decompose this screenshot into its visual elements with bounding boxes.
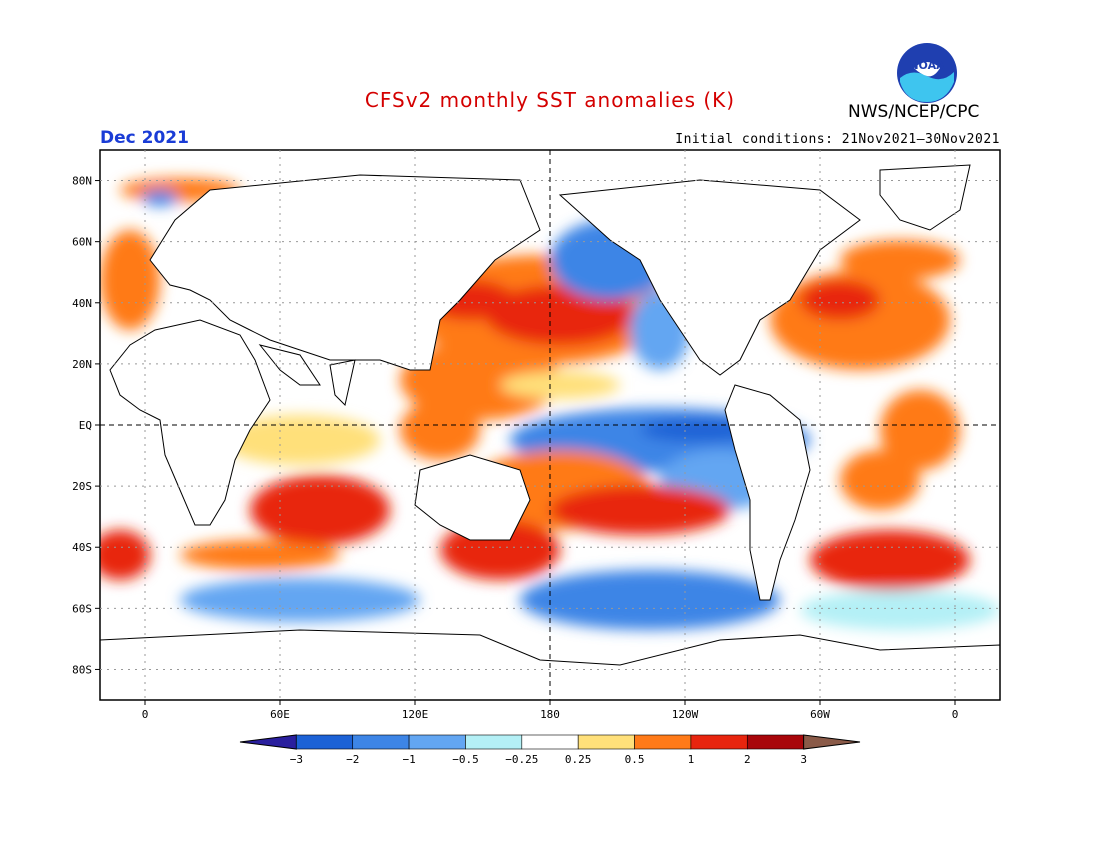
lon-tick-label: 120W <box>672 708 699 721</box>
lat-tick-label: EQ <box>79 419 92 432</box>
lat-tick-label: 60S <box>72 602 92 615</box>
chart-title: CFSv2 monthly SST anomalies (K) <box>364 88 736 112</box>
colorbar-label: 3 <box>800 753 807 766</box>
lat-tick-label: 80N <box>72 175 92 188</box>
colorbar-bin <box>352 734 410 750</box>
colorbar-label: −0.5 <box>452 753 479 766</box>
colorbar-bin <box>746 734 804 750</box>
colorbar-bin <box>521 734 579 750</box>
colorbar-label: 1 <box>688 753 695 766</box>
colorbar: −3 −2 −1 −0.5 −0.25 0.25 0.5 1 2 3 <box>239 734 861 766</box>
lon-tick-label: 0 <box>952 708 959 721</box>
colorbar-label: −1 <box>402 753 415 766</box>
colorbar-arrow-low <box>239 734 297 750</box>
gridlines <box>100 150 1000 700</box>
lat-tick-label: 20N <box>72 358 92 371</box>
lat-tick-label: 80S <box>72 663 92 676</box>
colorbar-bin <box>296 734 354 750</box>
lon-tick-label: 0 <box>142 708 149 721</box>
lat-tick-label: 40S <box>72 541 92 554</box>
colorbar-bin <box>690 734 748 750</box>
colorbar-label: 0.25 <box>565 753 592 766</box>
colorbar-label: −0.25 <box>505 753 538 766</box>
land <box>100 164 1000 700</box>
colorbar-label: −3 <box>290 753 303 766</box>
colorbar-bin <box>577 734 635 750</box>
lon-tick-label: 60E <box>270 708 290 721</box>
colorbar-bin <box>408 734 466 750</box>
colorbar-bin <box>634 734 692 750</box>
lat-tick-label: 40N <box>72 297 92 310</box>
agency-label: NWS/NCEP/CPC <box>848 102 980 122</box>
lon-tick-label: 60W <box>810 708 830 721</box>
lon-tick-label: 120E <box>402 708 429 721</box>
lon-tick-label: 180 <box>540 708 560 721</box>
colorbar-label: 2 <box>744 753 751 766</box>
noaa-logo: NOAA <box>896 42 958 108</box>
colorbar-label: 0.5 <box>625 753 645 766</box>
valid-month: Dec 2021 <box>100 128 189 148</box>
axis-ticks: 80N 60N 40N 20N EQ 20S 40S 60S 80S 0 60E 120E 180 120… <box>72 175 958 721</box>
noaa-logo-text: NOAA <box>909 59 945 72</box>
lat-tick-label: 20S <box>72 480 92 493</box>
colorbar-label: −2 <box>346 753 359 766</box>
colorbar-arrow-high <box>803 734 861 750</box>
colorbar-bin <box>465 734 523 750</box>
lat-tick-label: 60N <box>72 236 92 249</box>
initial-conditions: Initial conditions: 21Nov2021–30Nov2021 <box>675 132 1000 147</box>
